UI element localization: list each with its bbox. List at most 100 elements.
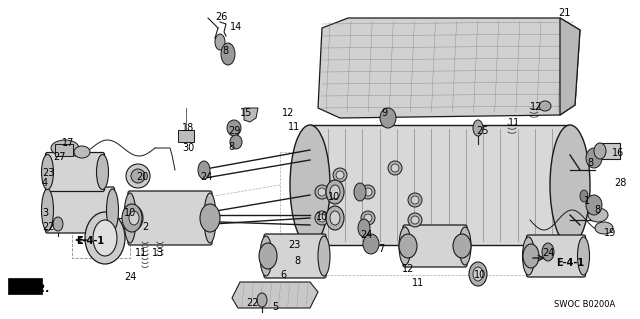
Text: E-4-1: E-4-1 (556, 258, 584, 268)
Ellipse shape (51, 140, 79, 156)
Ellipse shape (326, 206, 344, 230)
Ellipse shape (290, 125, 330, 245)
Text: 10: 10 (474, 270, 486, 280)
Ellipse shape (129, 211, 139, 225)
Text: 25: 25 (476, 126, 488, 136)
Ellipse shape (221, 43, 235, 65)
Text: 8: 8 (594, 205, 600, 215)
Circle shape (411, 216, 419, 224)
Ellipse shape (257, 293, 267, 307)
Text: 12: 12 (530, 102, 542, 112)
Ellipse shape (125, 206, 143, 230)
Ellipse shape (124, 193, 136, 243)
Text: 11: 11 (135, 248, 147, 258)
Text: 17: 17 (62, 138, 74, 148)
Circle shape (318, 188, 326, 196)
Text: 8: 8 (587, 158, 593, 168)
Ellipse shape (577, 237, 589, 275)
FancyBboxPatch shape (45, 187, 115, 233)
Circle shape (336, 171, 344, 179)
Ellipse shape (539, 101, 551, 111)
Ellipse shape (259, 243, 277, 269)
Text: 21: 21 (558, 8, 570, 18)
Text: 15: 15 (240, 108, 252, 118)
Text: 1: 1 (584, 196, 590, 206)
Ellipse shape (42, 154, 54, 189)
Polygon shape (244, 108, 258, 122)
Ellipse shape (586, 195, 602, 215)
Ellipse shape (363, 234, 379, 254)
Text: 28: 28 (614, 178, 627, 188)
Polygon shape (560, 18, 580, 115)
Text: 14: 14 (230, 22, 243, 32)
Text: 10: 10 (316, 212, 328, 222)
Circle shape (411, 196, 419, 204)
Ellipse shape (122, 204, 142, 232)
Ellipse shape (200, 204, 220, 232)
Ellipse shape (473, 120, 483, 136)
Circle shape (361, 185, 375, 199)
Text: 23: 23 (288, 240, 300, 250)
Text: 2: 2 (142, 222, 148, 232)
Text: 27: 27 (53, 152, 65, 162)
FancyBboxPatch shape (264, 234, 326, 278)
Circle shape (408, 193, 422, 207)
Circle shape (333, 168, 347, 182)
Ellipse shape (230, 135, 242, 149)
Text: 29: 29 (228, 126, 241, 136)
Circle shape (364, 188, 372, 196)
Ellipse shape (42, 189, 54, 231)
Text: E-4-1: E-4-1 (76, 236, 104, 246)
Circle shape (408, 213, 422, 227)
Ellipse shape (523, 244, 539, 268)
Ellipse shape (399, 227, 411, 265)
Text: 8: 8 (222, 46, 228, 56)
Polygon shape (232, 282, 318, 308)
Ellipse shape (227, 120, 241, 136)
Ellipse shape (473, 267, 483, 281)
Ellipse shape (358, 219, 370, 237)
Ellipse shape (580, 190, 588, 202)
Ellipse shape (550, 125, 590, 245)
Circle shape (315, 211, 329, 225)
Ellipse shape (204, 193, 216, 243)
Text: 11: 11 (508, 118, 520, 128)
Text: 8: 8 (294, 256, 300, 266)
Ellipse shape (542, 243, 554, 261)
Text: 13: 13 (152, 248, 164, 258)
Text: 4: 4 (42, 178, 48, 188)
Text: 6: 6 (280, 270, 286, 280)
Text: 20: 20 (136, 172, 148, 182)
Text: 24: 24 (542, 248, 554, 258)
Bar (178, 130, 194, 142)
Polygon shape (8, 278, 42, 294)
Ellipse shape (97, 154, 109, 189)
Circle shape (361, 211, 375, 225)
Circle shape (364, 214, 372, 222)
Text: SWOC B0200A: SWOC B0200A (554, 300, 615, 309)
Text: 18: 18 (182, 123, 195, 133)
Text: 11: 11 (412, 278, 424, 288)
Ellipse shape (215, 34, 225, 50)
Ellipse shape (588, 208, 608, 222)
Text: 12: 12 (282, 108, 294, 118)
Circle shape (315, 185, 329, 199)
Text: 3: 3 (42, 208, 48, 218)
Ellipse shape (586, 148, 602, 168)
FancyBboxPatch shape (403, 225, 467, 267)
Bar (310, 125, 570, 245)
Text: 8: 8 (228, 142, 234, 152)
Polygon shape (318, 18, 580, 118)
Text: 19: 19 (604, 228, 616, 238)
Ellipse shape (93, 220, 117, 256)
Ellipse shape (399, 234, 417, 258)
Text: 10: 10 (328, 192, 340, 202)
FancyBboxPatch shape (45, 152, 104, 191)
Text: 5: 5 (272, 302, 278, 312)
Text: 30: 30 (182, 143, 195, 153)
Ellipse shape (74, 146, 90, 158)
Ellipse shape (354, 183, 366, 201)
Text: 12: 12 (402, 264, 414, 274)
Text: 24: 24 (360, 230, 372, 240)
Ellipse shape (522, 237, 534, 275)
